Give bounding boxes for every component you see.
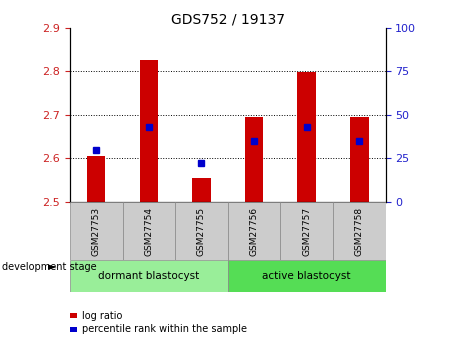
Bar — [228, 260, 386, 292]
Text: dormant blastocyst: dormant blastocyst — [98, 271, 199, 281]
Text: GSM27753: GSM27753 — [92, 207, 101, 256]
Bar — [70, 202, 123, 260]
Bar — [298, 72, 316, 202]
Bar — [281, 202, 333, 260]
Bar — [70, 260, 228, 292]
Bar — [123, 202, 175, 260]
Text: ►: ► — [48, 263, 56, 272]
Text: GSM27755: GSM27755 — [197, 207, 206, 256]
Text: development stage: development stage — [2, 263, 97, 272]
Bar — [228, 202, 281, 260]
Bar — [140, 60, 158, 202]
Text: percentile rank within the sample: percentile rank within the sample — [82, 325, 247, 334]
Bar — [333, 202, 386, 260]
Text: GSM27754: GSM27754 — [144, 207, 153, 256]
Bar — [350, 117, 368, 202]
Bar — [87, 156, 106, 202]
Bar — [245, 117, 263, 202]
Text: GSM27758: GSM27758 — [355, 207, 364, 256]
Title: GDS752 / 19137: GDS752 / 19137 — [171, 12, 285, 27]
Text: GSM27757: GSM27757 — [302, 207, 311, 256]
Text: log ratio: log ratio — [82, 311, 123, 321]
Text: active blastocyst: active blastocyst — [262, 271, 351, 281]
Text: GSM27756: GSM27756 — [249, 207, 258, 256]
Bar — [192, 178, 211, 202]
Bar — [175, 202, 228, 260]
